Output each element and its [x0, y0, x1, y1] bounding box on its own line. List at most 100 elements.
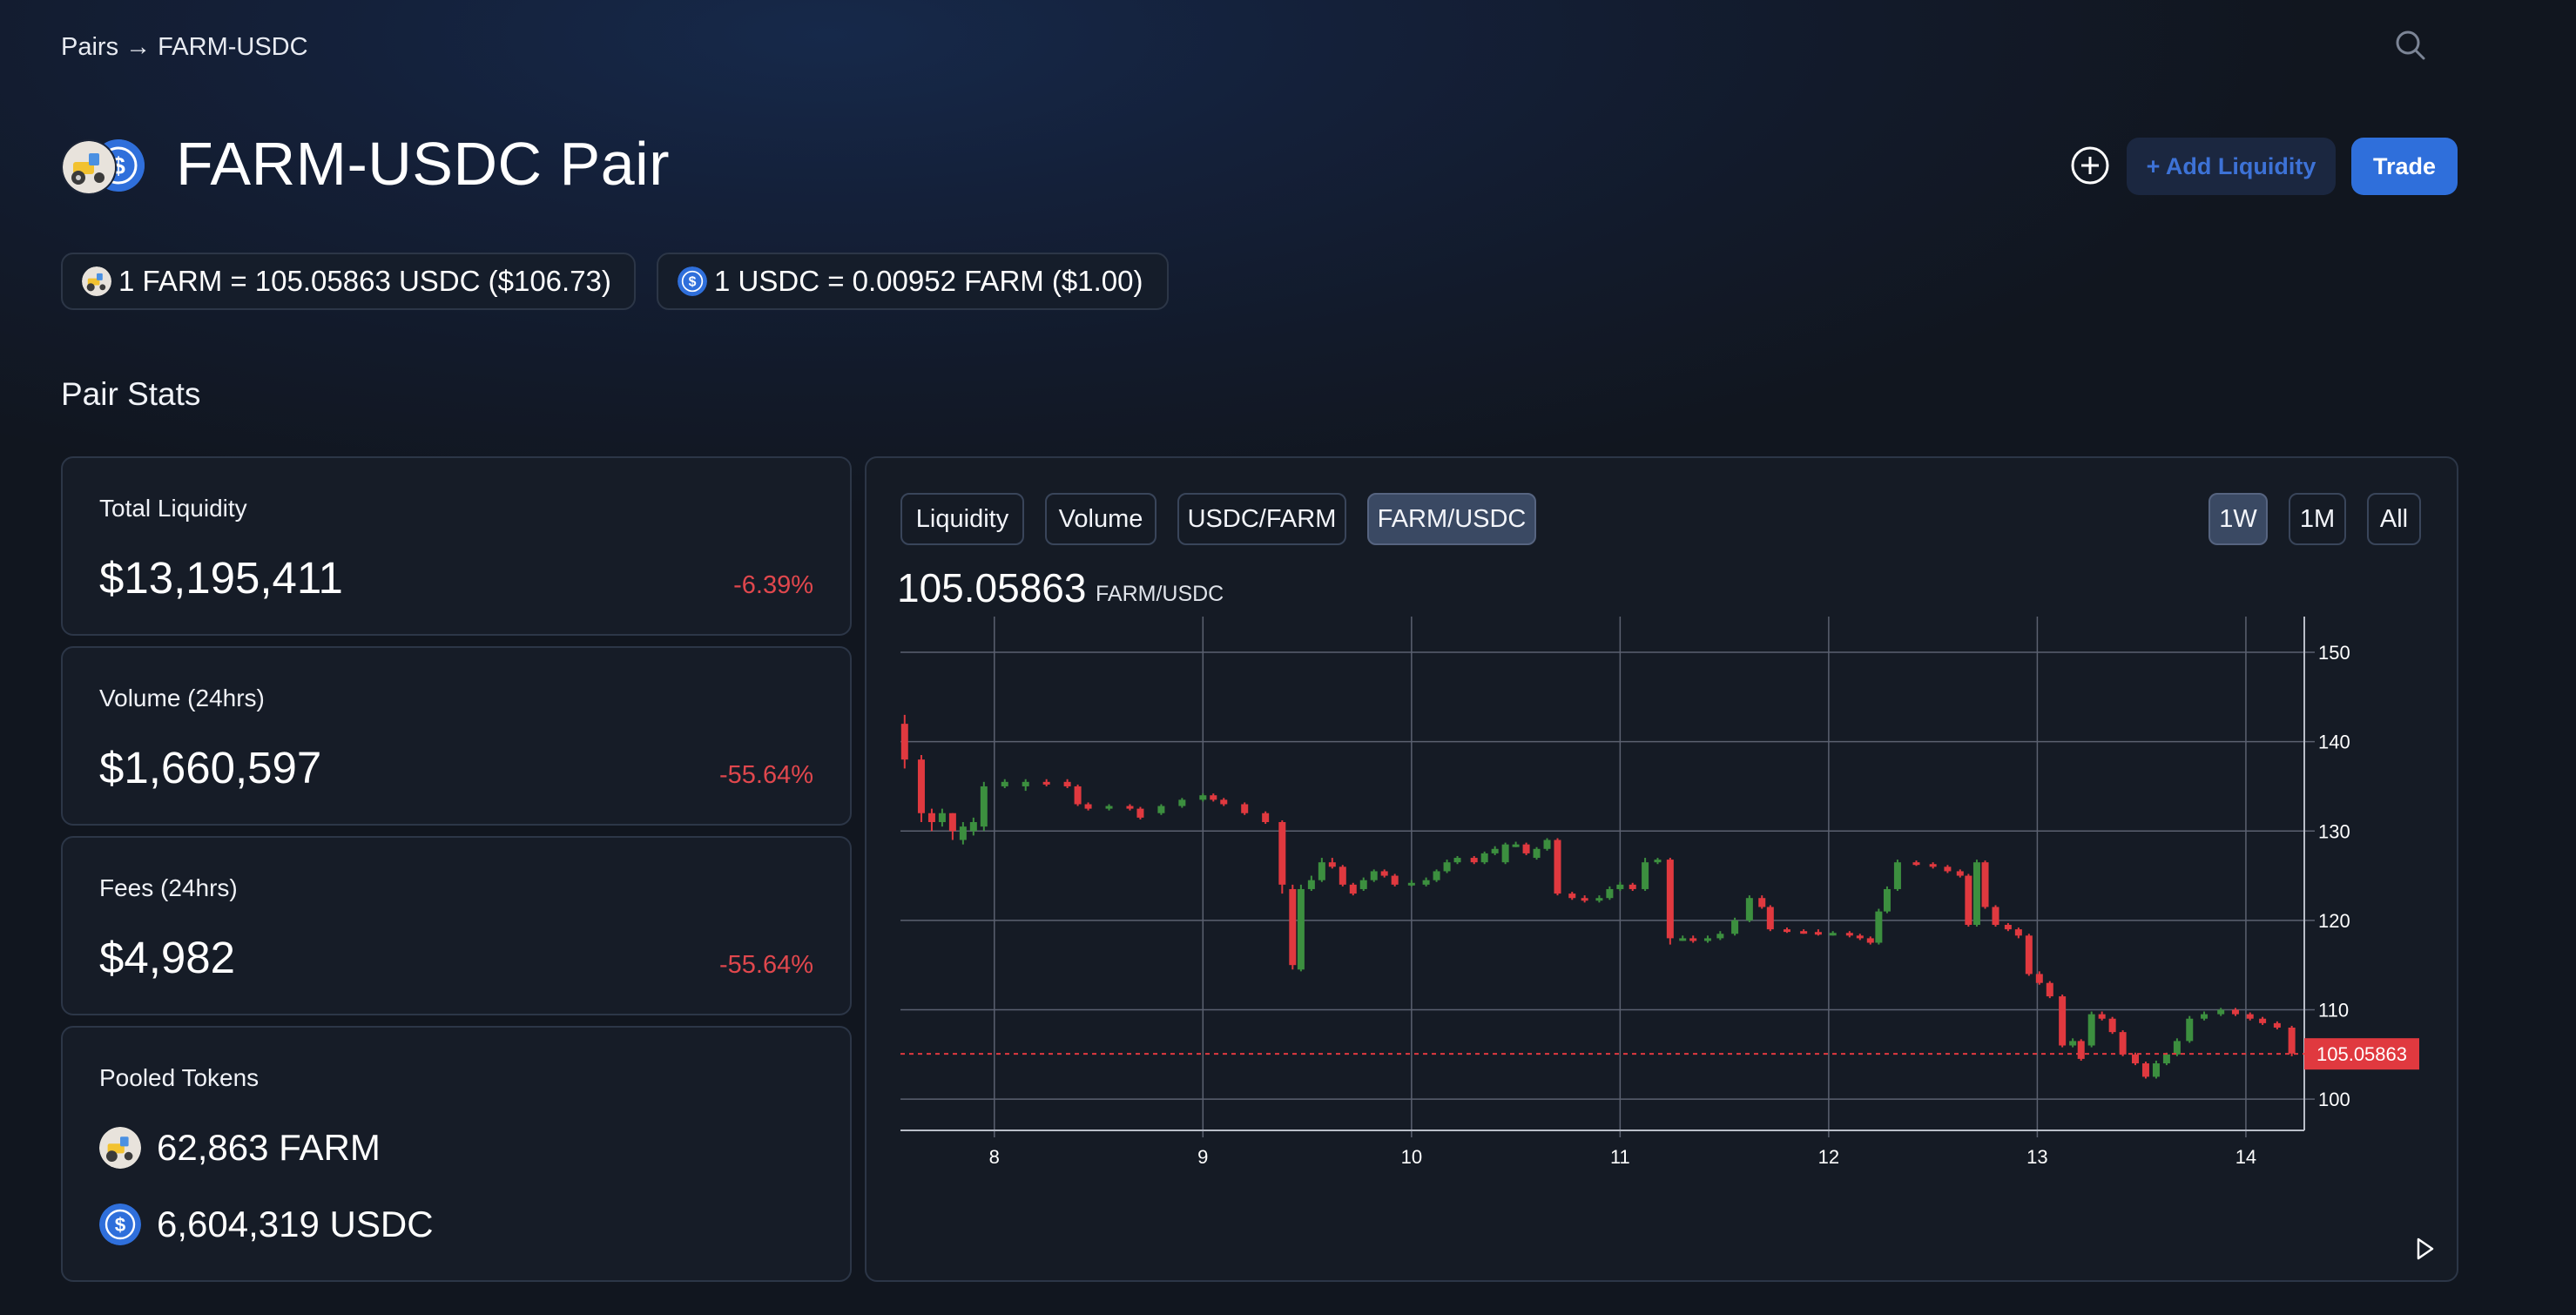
stat-label: Pooled Tokens [99, 1064, 260, 1091]
search-icon [2396, 30, 2425, 60]
current-price-label: 105.05863 [2316, 1043, 2407, 1065]
usdc-rate-text: 1 USDC = 0.00952 FARM ($1.00) [714, 265, 1143, 297]
chart-axes: 100 110 120 130 140 150 8 9 10 11 12 13 14 105.05863 [900, 617, 2419, 1168]
x-tick-label: 9 [1197, 1146, 1208, 1168]
usdc-rate-pill[interactable]: $ 1 USDC = 0.00952 FARM ($1.00) [657, 253, 1169, 310]
candle-body [2141, 1063, 2149, 1077]
candle-body [2131, 1054, 2139, 1064]
candle-body [1370, 871, 1378, 880]
candle-body [1084, 804, 1092, 809]
chart-current-value: 105.05863 [897, 565, 1087, 610]
search-button[interactable] [2390, 24, 2431, 66]
candle-body [927, 813, 935, 822]
candle-body [2273, 1022, 2281, 1028]
candle-body [1105, 806, 1113, 809]
candle-body [1480, 853, 1488, 863]
section-title: Pair Stats [61, 376, 201, 412]
candle-body [900, 724, 908, 760]
candle-body [2035, 974, 2043, 983]
candle-body [2077, 1041, 2085, 1059]
candle-body [2259, 1018, 2267, 1023]
plus-circle-icon [2071, 146, 2109, 185]
y-tick-label: 110 [2318, 999, 2349, 1021]
candle-body [1422, 880, 1430, 885]
candle-body [1981, 862, 1989, 907]
stat-value: $1,660,597 [99, 743, 322, 792]
candle-body [2025, 935, 2033, 974]
candle-body [1883, 888, 1891, 912]
tab-volume[interactable]: Volume [1045, 493, 1157, 545]
candle-body [1380, 871, 1388, 876]
candle-body [1766, 907, 1774, 930]
candle-body [969, 822, 977, 832]
usdc-token-icon: $ [99, 1204, 141, 1245]
candle-body [2059, 996, 2067, 1046]
candle-body [2231, 1009, 2239, 1015]
candle-body [1220, 799, 1228, 805]
farm-token-icon [99, 1127, 141, 1169]
candle-body [1318, 862, 1325, 880]
candle-body [1912, 862, 1920, 866]
candle-body [1992, 907, 1999, 925]
tab-usdc-farm[interactable]: USDC/FARM [1177, 493, 1346, 545]
add-liquidity-button[interactable]: + Add Liquidity [2127, 138, 2336, 195]
candle-body [1689, 938, 1697, 941]
candle-body [1875, 911, 1883, 943]
candle-body [1512, 844, 1520, 847]
candle-body [1443, 862, 1451, 872]
candle-body [2152, 1063, 2160, 1077]
candle-body [1136, 808, 1144, 818]
candle-body [1359, 880, 1367, 889]
chart-candles [900, 714, 2296, 1079]
candle-body [2186, 1018, 2194, 1042]
farm-rate-pill[interactable]: 1 FARM = 105.05863 USDC ($106.73) [61, 253, 636, 310]
range-1w[interactable]: 1W [2208, 493, 2268, 545]
trade-button[interactable]: Trade [2351, 138, 2458, 195]
candle-body [1074, 786, 1082, 805]
candle-body [1470, 858, 1478, 863]
candle-body [2217, 1009, 2225, 1015]
candle-body [2173, 1041, 2181, 1055]
chart-unit: FARM/USDC [1096, 582, 1224, 606]
candle-body [2046, 982, 2053, 997]
candle-body [2098, 1014, 2106, 1019]
tab-liquidity[interactable]: Liquidity [900, 493, 1024, 545]
x-tick-label: 13 [2026, 1146, 2047, 1168]
candle-body [980, 786, 988, 827]
candle-body [1307, 880, 1315, 889]
play-button[interactable] [2407, 1231, 2442, 1266]
candle-body [959, 826, 967, 840]
candle-body [2069, 1041, 2077, 1046]
y-tick-label: 130 [2318, 820, 2350, 842]
range-1m[interactable]: 1M [2289, 493, 2346, 545]
candle-body [1800, 931, 1808, 934]
candle-body [1022, 781, 1029, 786]
candle-body [1629, 884, 1636, 889]
svg-text:$: $ [689, 275, 697, 290]
candle-body [1543, 840, 1551, 849]
stat-label: Fees (24hrs) [99, 874, 238, 901]
stat-label: Total Liquidity [99, 495, 247, 522]
tab-farm-usdc[interactable]: FARM/USDC [1367, 493, 1536, 545]
candle-body [2288, 1028, 2296, 1054]
candle-body [1581, 898, 1588, 901]
x-tick-label: 12 [1818, 1146, 1839, 1168]
candle-body [1814, 932, 1822, 935]
add-button[interactable] [2066, 141, 2114, 190]
candle-body [1491, 848, 1499, 853]
breadcrumb[interactable]: Pairs → FARM-USDC [61, 33, 308, 61]
candle-body [1965, 875, 1972, 925]
candle-body [1178, 799, 1186, 806]
current-price-badge [2304, 1038, 2419, 1070]
candle-body [2119, 1032, 2127, 1055]
range-all[interactable]: All [2367, 493, 2421, 545]
play-icon [2417, 1237, 2434, 1260]
volume-card: Volume (24hrs) $1,660,597 -55.64% [61, 646, 852, 826]
candle-body [2108, 1018, 2116, 1033]
candle-body [1063, 781, 1071, 786]
candle-body [1929, 864, 1937, 867]
candle-body [2246, 1014, 2254, 1019]
candle-body [1679, 938, 1687, 941]
candle-body [1716, 934, 1724, 939]
